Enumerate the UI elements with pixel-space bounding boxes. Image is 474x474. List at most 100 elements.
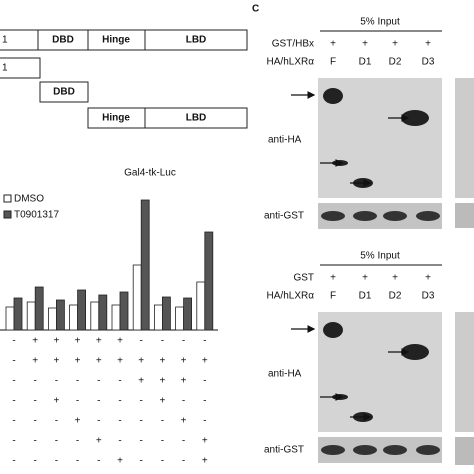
domain-label: 1 <box>2 63 8 74</box>
condition-sign: - <box>12 376 15 387</box>
condition-sign: + <box>181 376 187 387</box>
condition-sign: - <box>203 376 206 387</box>
condition-sign: + <box>75 416 81 427</box>
bar <box>161 296 171 331</box>
chart-title: Gal4-tk-Luc <box>124 168 176 179</box>
condition-sign: - <box>140 456 143 467</box>
condition-sign: + <box>53 396 59 407</box>
blot-partial <box>455 78 474 198</box>
bar <box>183 297 193 331</box>
condition-sign: + <box>138 356 144 367</box>
condition-sign: - <box>34 436 37 447</box>
band <box>383 211 407 221</box>
lane-label: D3 <box>422 291 435 302</box>
domain-box <box>39 81 89 103</box>
condition-sign: - <box>140 416 143 427</box>
panel-label: C <box>252 4 259 15</box>
condition-sign: + <box>75 356 81 367</box>
condition-sign: + <box>181 416 187 427</box>
legend-label: T0901317 <box>14 210 59 221</box>
lane-sign: + <box>362 39 368 50</box>
domain-diagram: 1 DBD Hinge LBD 1 DBD Hinge LBD <box>0 29 248 129</box>
condition-sign: - <box>161 416 164 427</box>
condition-sign: + <box>53 356 59 367</box>
condition-sign: - <box>97 396 100 407</box>
legend-swatch <box>3 210 12 219</box>
lane-label: F <box>330 57 336 68</box>
condition-sign: - <box>118 436 121 447</box>
legend-swatch <box>3 194 12 203</box>
band <box>401 344 429 360</box>
domain-label: LBD <box>186 35 207 46</box>
condition-sign: + <box>117 356 123 367</box>
bar <box>204 231 214 331</box>
band <box>323 322 343 338</box>
condition-sign: - <box>12 396 15 407</box>
bar <box>140 199 150 331</box>
condition-sign: + <box>75 336 81 347</box>
band <box>353 211 377 221</box>
band <box>321 211 345 221</box>
row-label: GST <box>293 273 314 284</box>
condition-sign: - <box>161 456 164 467</box>
condition-sign: + <box>181 356 187 367</box>
condition-sign: - <box>12 336 15 347</box>
domain-label: DBD <box>53 87 75 98</box>
condition-sign: - <box>12 416 15 427</box>
bar <box>175 306 185 331</box>
row-label: GST/HBx <box>272 39 314 50</box>
condition-sign: - <box>55 416 58 427</box>
lane-sign: + <box>392 39 398 50</box>
band <box>416 445 440 455</box>
lane-sign: + <box>425 273 431 284</box>
condition-sign: - <box>182 336 185 347</box>
condition-sign: + <box>53 336 59 347</box>
lane-label: D2 <box>389 291 402 302</box>
blot-label: anti-GST <box>264 211 304 222</box>
bar <box>56 299 65 331</box>
condition-sign: + <box>117 456 123 467</box>
condition-sign: + <box>96 436 102 447</box>
domain-label: Hinge <box>102 113 130 124</box>
lane-label: D3 <box>422 57 435 68</box>
bar <box>153 304 163 331</box>
legend-label: DMSO <box>14 194 44 205</box>
blot-label: anti-HA <box>268 369 302 380</box>
band <box>401 110 429 126</box>
lane-sign: + <box>362 273 368 284</box>
bar <box>13 297 23 331</box>
condition-sign: - <box>182 436 185 447</box>
condition-sign: - <box>203 416 206 427</box>
bar <box>132 264 142 331</box>
condition-sign: + <box>96 356 102 367</box>
condition-sign: - <box>118 416 121 427</box>
condition-sign: + <box>159 356 165 367</box>
bar <box>5 306 15 331</box>
domain-box <box>0 57 41 79</box>
blot-partial <box>455 437 474 465</box>
condition-sign: + <box>96 336 102 347</box>
bar <box>77 289 86 331</box>
band <box>323 88 343 104</box>
band <box>321 445 345 455</box>
condition-sign: + <box>117 336 123 347</box>
bar <box>111 304 121 331</box>
condition-sign: - <box>12 356 15 367</box>
blot-partial <box>455 203 474 228</box>
domain-box <box>144 107 248 129</box>
condition-sign: + <box>202 436 208 447</box>
domain-label: 1 <box>2 35 8 46</box>
condition-sign: - <box>76 396 79 407</box>
condition-sign: - <box>34 376 37 387</box>
condition-sign: + <box>202 356 208 367</box>
bar <box>48 307 57 331</box>
condition-sign: - <box>140 336 143 347</box>
lane-sign: + <box>330 273 336 284</box>
band <box>383 445 407 455</box>
domain-label: LBD <box>186 113 207 124</box>
condition-sign: - <box>76 376 79 387</box>
lane-sign: + <box>392 273 398 284</box>
condition-sign: - <box>140 436 143 447</box>
input-label: 5% Input <box>360 251 400 262</box>
